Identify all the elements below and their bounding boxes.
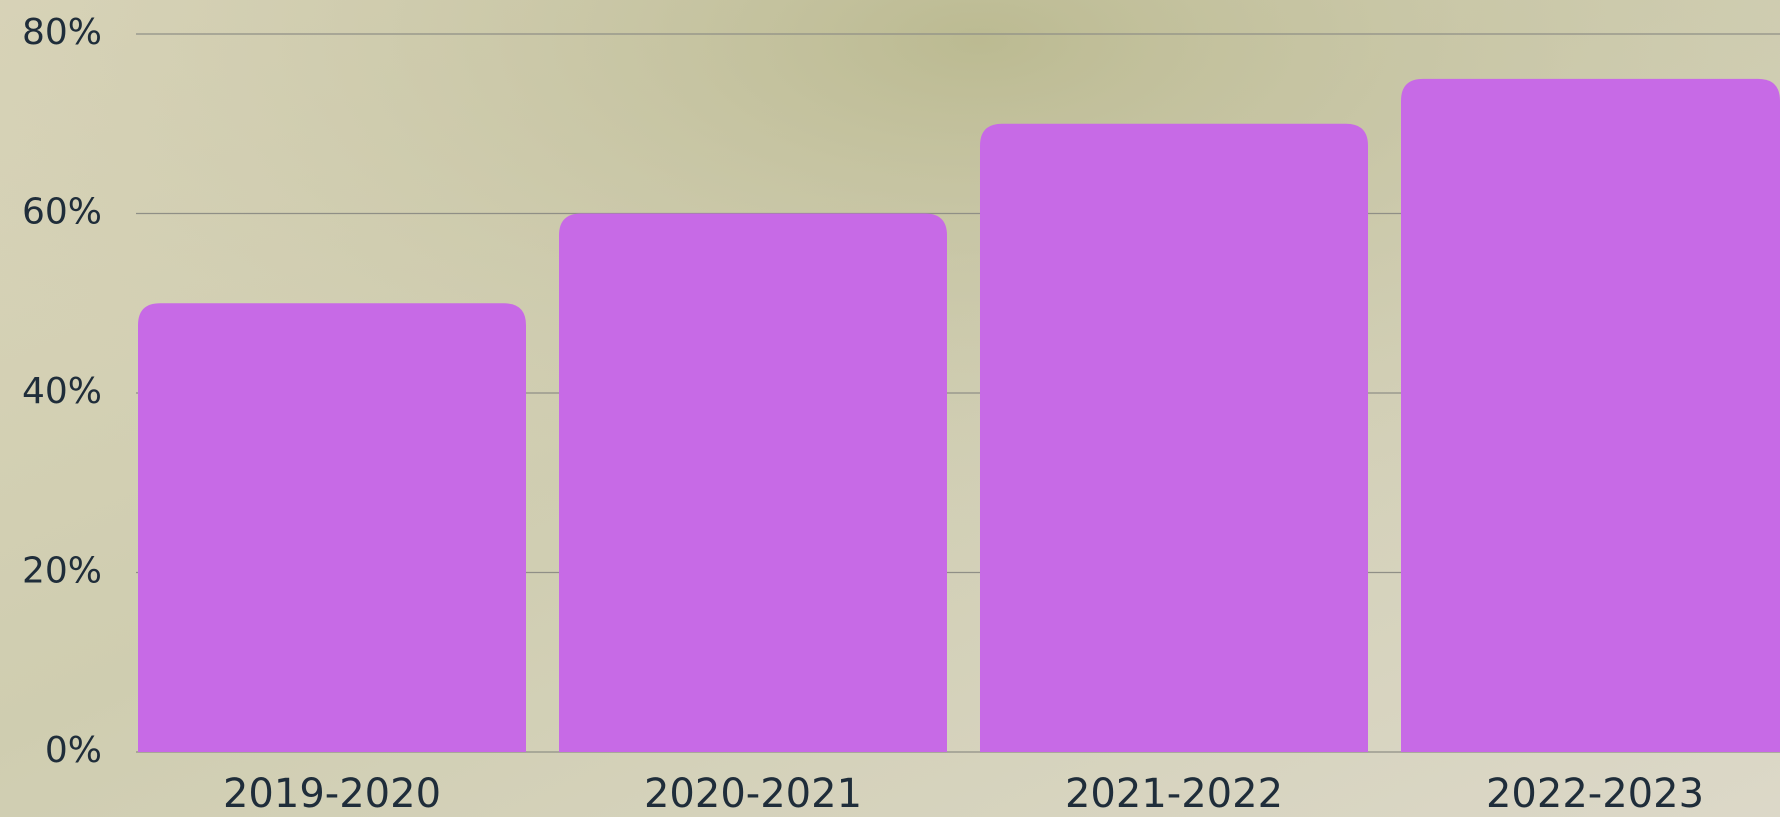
chart: 0% 20% 40% 60% 80% 2019-2020 2020-2021 2021-202… <box>0 0 1780 817</box>
bar <box>980 124 1368 752</box>
x-tick-label: 2022-2023 <box>1486 771 1704 817</box>
y-tick-label: 0% <box>45 730 102 771</box>
bar <box>138 303 526 752</box>
x-tick-label: 2021-2022 <box>1065 771 1283 817</box>
page: 0% 20% 40% 60% 80% 2019-2020 2020-2021 2021-202… <box>0 0 1780 817</box>
y-tick-label: 40% <box>22 371 102 412</box>
y-tick-label: 80% <box>22 12 102 53</box>
x-tick-label: 2020-2021 <box>644 771 862 817</box>
x-tick-label: 2019-2020 <box>223 771 441 817</box>
y-tick-label: 20% <box>22 551 102 592</box>
bar <box>1401 79 1780 752</box>
y-tick-label: 60% <box>22 192 102 233</box>
bar <box>559 214 947 753</box>
